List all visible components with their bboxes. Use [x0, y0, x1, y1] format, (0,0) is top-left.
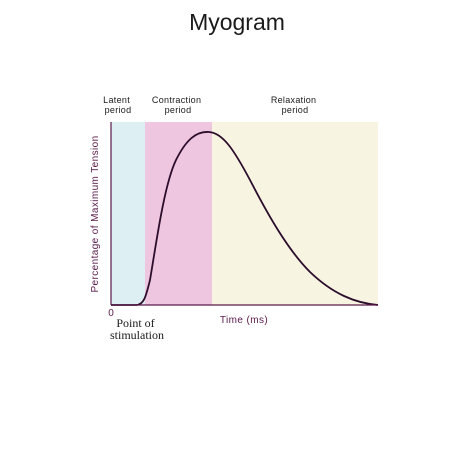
relaxation-label-line2: period	[282, 105, 309, 115]
stimulation-line2: stimulation	[110, 328, 164, 342]
latent-label-line1: Latent	[103, 95, 130, 105]
relaxation-label-line1: Relaxation	[271, 95, 317, 105]
contraction-period-band	[145, 122, 212, 305]
x-axis-label: Time (ms)	[220, 315, 268, 326]
latent-period-band	[111, 122, 145, 305]
latent-label-line2: period	[105, 105, 132, 115]
tension-curve	[111, 131, 379, 306]
y-axis-label: Percentage of Maximum Tension	[90, 135, 101, 292]
relaxation-period-label: Relaxation period	[271, 95, 319, 115]
origin-label: 0	[108, 308, 114, 319]
latent-period-label: Latent period	[103, 95, 133, 115]
contraction-label-line1: Contraction	[152, 95, 201, 105]
diagram-title: Myogram	[189, 9, 285, 35]
contraction-label-line2: period	[165, 105, 192, 115]
contraction-period-label: Contraction period	[152, 95, 204, 115]
stimulation-note: Point of stimulation	[110, 316, 164, 342]
relaxation-period-band	[212, 122, 378, 305]
stimulation-line1: Point of	[116, 316, 154, 330]
